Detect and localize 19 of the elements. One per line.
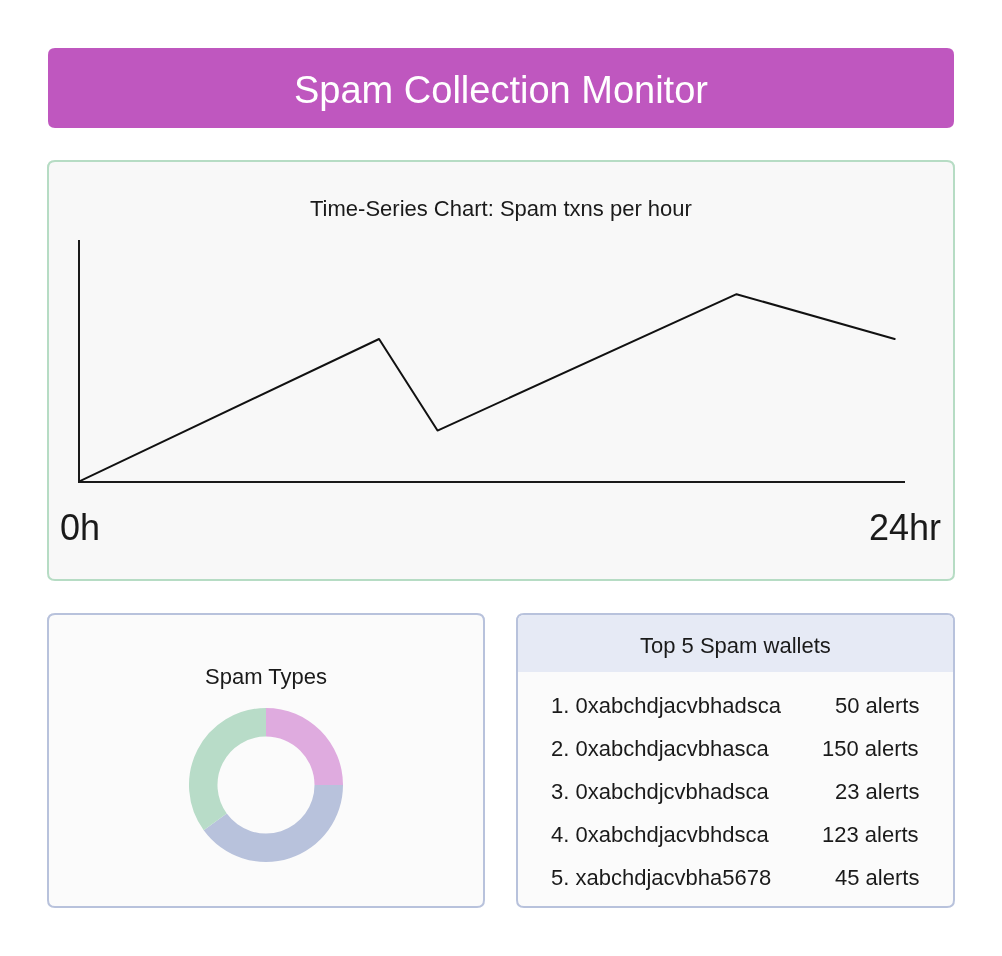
donut-slice: [266, 708, 343, 785]
text: 1. 0xabchdjacvbhadsca: [551, 693, 782, 718]
text: 150 alerts: [822, 736, 919, 761]
text: Top 5 Spam wallets: [640, 633, 831, 658]
text: 5. xabchdjacvbha5678: [551, 865, 772, 890]
chart-title: Time-Series Chart: Spam txns per hour: [310, 196, 692, 221]
chart-title: Spam Types: [205, 664, 327, 689]
donut-slice: [203, 785, 343, 862]
x-tick-label: 24hr: [868, 507, 942, 549]
text: 3. 0xabchdjcvbhadsca: [551, 779, 770, 804]
text: 4. 0xabchdjacvbhdsca: [551, 822, 770, 847]
x-tick-label: 0h: [59, 507, 101, 549]
text: 23 alerts: [835, 779, 920, 804]
text: Spam Collection Monitor: [294, 69, 709, 111]
text: 2. 0xabchdjacvbhasca: [551, 736, 770, 761]
donut-slice: [189, 708, 266, 831]
text: 45 alerts: [835, 865, 920, 890]
text: 50 alerts: [835, 693, 920, 718]
text: 123 alerts: [822, 822, 919, 847]
